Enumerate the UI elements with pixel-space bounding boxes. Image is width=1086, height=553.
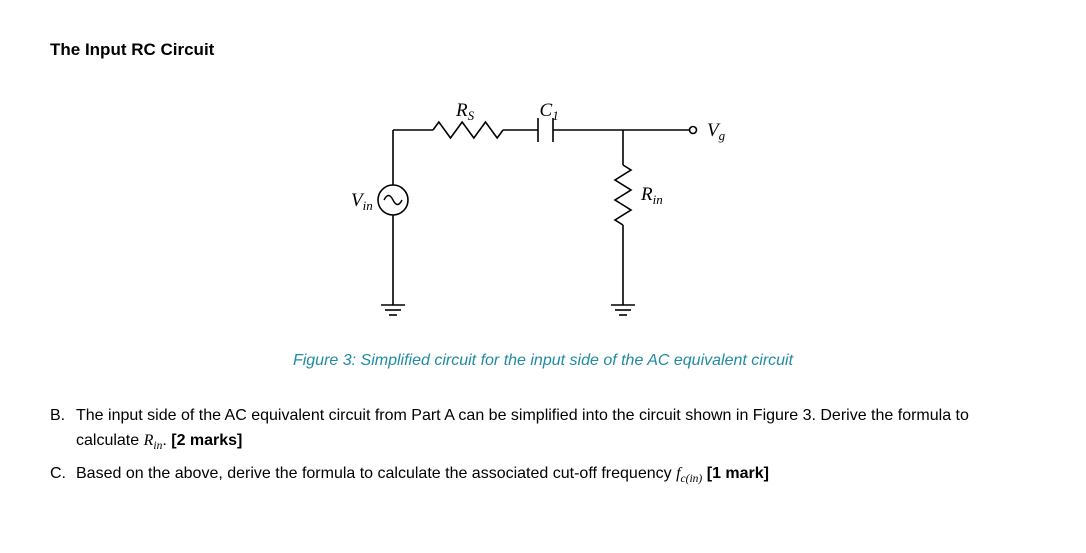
symbol-rin: Rin	[144, 432, 163, 449]
svg-text:Vin: Vin	[351, 190, 373, 213]
question-marker: B.	[50, 404, 65, 429]
question-marker: C.	[50, 462, 66, 487]
figure-block: Vin RS C1 Vg Rin Figure 3: Simplified circui…	[50, 80, 1036, 394]
section-heading: The Input RC Circuit	[50, 40, 1036, 60]
svg-text:Vg: Vg	[707, 120, 726, 143]
svg-text:Rin: Rin	[640, 184, 663, 207]
question-list: B. The input side of the AC equivalent c…	[50, 404, 1036, 489]
svg-text:C1: C1	[540, 100, 559, 123]
marks: [1 mark]	[707, 465, 769, 482]
svg-text:RS: RS	[455, 100, 475, 123]
question-text: Based on the above, derive the formula t…	[76, 465, 676, 482]
marks: [2 marks]	[171, 432, 242, 449]
symbol-fcin: fc(in)	[676, 465, 702, 482]
question-c: C. Based on the above, derive the formul…	[76, 462, 1036, 489]
question-b: B. The input side of the AC equivalent c…	[76, 404, 1036, 456]
figure-caption: Figure 3: Simplified circuit for the inp…	[293, 352, 793, 370]
circuit-diagram: Vin RS C1 Vg Rin	[313, 80, 773, 340]
